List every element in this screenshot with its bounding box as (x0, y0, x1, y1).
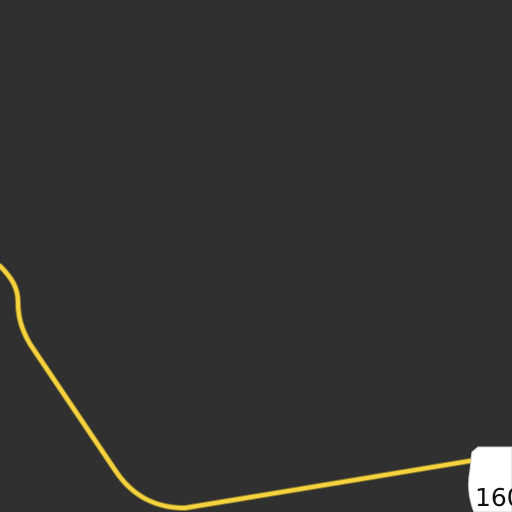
route-shield-shape (468, 446, 512, 512)
highway-road[interactable] (0, 263, 512, 511)
highway-road-line (0, 264, 512, 510)
route-shield-label: 160 (475, 483, 512, 512)
us-highway-shield-icon: 160 (468, 446, 512, 512)
